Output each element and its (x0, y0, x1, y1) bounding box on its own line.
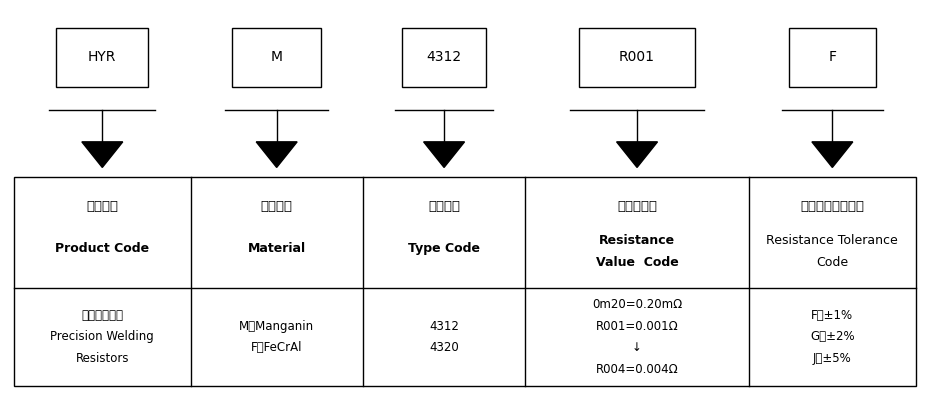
Text: 4320: 4320 (430, 341, 458, 354)
Text: M：Manganin: M：Manganin (239, 320, 314, 333)
Bar (579, 28, 695, 87)
Text: Material: Material (247, 242, 306, 255)
Polygon shape (423, 142, 465, 167)
Text: Resistors: Resistors (75, 352, 129, 365)
Text: Precision Welding: Precision Welding (50, 331, 154, 343)
Polygon shape (256, 142, 298, 167)
Text: ↓: ↓ (632, 341, 642, 354)
Text: 阻值误差精度代号: 阻值误差精度代号 (801, 201, 864, 213)
Bar (232, 28, 322, 87)
Text: 0m20=0.20mΩ: 0m20=0.20mΩ (591, 298, 683, 311)
Text: Resistance Tolerance: Resistance Tolerance (766, 234, 898, 247)
Text: F：FeCrAl: F：FeCrAl (251, 341, 302, 354)
Polygon shape (617, 142, 658, 167)
Text: R001=0.001Ω: R001=0.001Ω (596, 320, 678, 333)
Polygon shape (82, 142, 123, 167)
Bar (14, 177, 916, 386)
Text: 电阻值代号: 电阻值代号 (617, 201, 658, 213)
Text: M: M (271, 50, 283, 64)
Text: 4312: 4312 (429, 320, 459, 333)
Text: F：±1%: F：±1% (811, 309, 854, 322)
Text: Code: Code (817, 256, 848, 268)
Text: R001: R001 (619, 50, 655, 64)
Bar (402, 28, 486, 87)
Text: Product Code: Product Code (55, 242, 150, 255)
Text: G：±2%: G：±2% (810, 331, 855, 343)
Text: F: F (829, 50, 836, 64)
Polygon shape (812, 142, 853, 167)
Text: HYR: HYR (88, 50, 116, 64)
Text: 型号代号: 型号代号 (428, 201, 460, 213)
Text: J：±5%: J：±5% (813, 352, 852, 365)
Bar (57, 28, 148, 87)
Text: R004=0.004Ω: R004=0.004Ω (596, 363, 678, 376)
Text: 4312: 4312 (427, 50, 461, 64)
Text: Value  Code: Value Code (596, 256, 678, 268)
Text: Resistance: Resistance (599, 234, 675, 247)
Bar (789, 28, 876, 87)
Text: 产品名称: 产品名称 (86, 201, 118, 213)
Text: 精密焊接电阵: 精密焊接电阵 (81, 309, 124, 322)
Text: Type Code: Type Code (408, 242, 480, 255)
Text: 材料代号: 材料代号 (260, 201, 293, 213)
